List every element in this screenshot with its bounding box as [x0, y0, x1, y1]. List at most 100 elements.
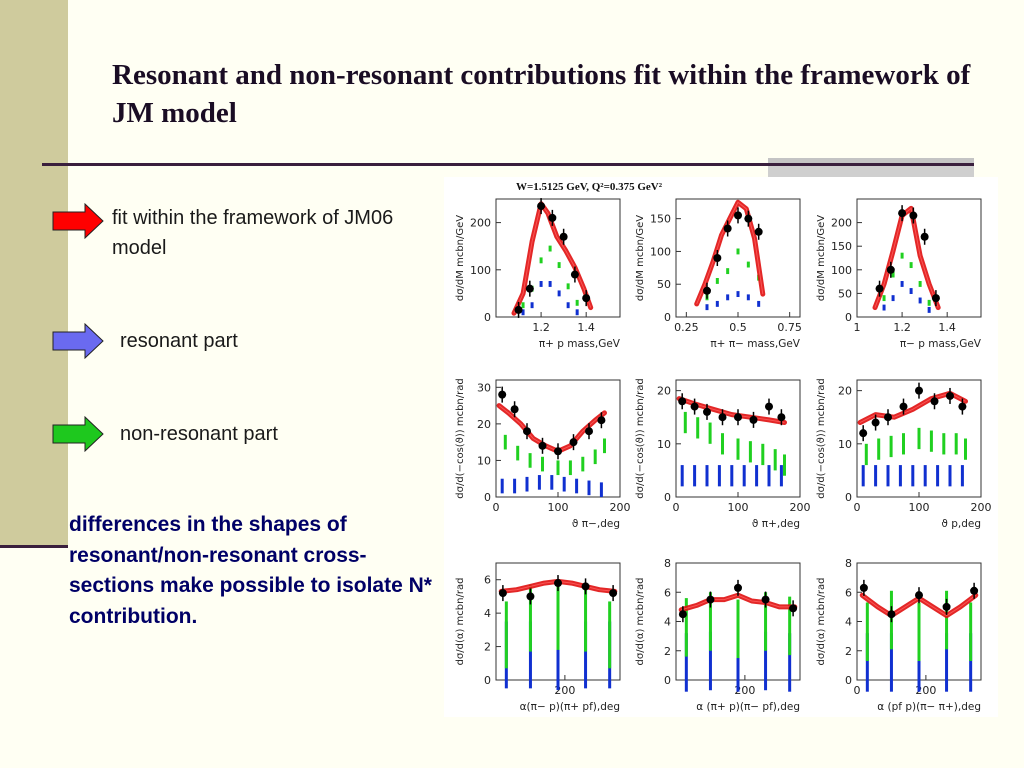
data-point	[777, 413, 786, 422]
y-tick-label: 0	[845, 674, 852, 687]
panel-frame	[495, 198, 621, 318]
data-point	[946, 391, 954, 400]
data-point	[899, 402, 908, 411]
x-axis-label: α (π+ p)(π− pf),deg	[696, 701, 800, 713]
figure-header: W=1.5125 GeV, Q²=0.375 GeV²	[516, 181, 663, 193]
nonresonant-marker	[528, 453, 532, 468]
x-axis-label: α (pf p)(π− π+),deg	[877, 701, 981, 713]
y-tick-label: 30	[477, 381, 491, 394]
resonant-marker	[726, 294, 730, 301]
resonant-marker	[969, 633, 973, 692]
y-axis-label: dσ/d(α) mcbn/rad	[455, 578, 466, 666]
resonant-marker	[556, 623, 560, 691]
resonant-marker	[891, 295, 895, 302]
data-point	[526, 592, 535, 601]
resonant-marker	[917, 633, 921, 692]
resonant-marker	[575, 309, 579, 316]
nonresonant-marker	[864, 443, 868, 466]
data-point	[678, 397, 687, 406]
fit-curve	[872, 205, 941, 311]
nonresonant-marker	[557, 262, 561, 269]
y-tick-label: 200	[470, 217, 491, 230]
nonresonant-marker	[603, 438, 606, 454]
resonant-marker	[927, 306, 931, 313]
resonant-marker	[599, 482, 603, 497]
resonant-marker	[755, 465, 759, 487]
y-tick-label: 4	[484, 607, 491, 620]
resonant-marker	[936, 465, 940, 487]
data-point	[537, 202, 546, 211]
resonant-marker	[909, 288, 913, 294]
x-tick-label: 100	[909, 501, 930, 514]
y-tick-label: 8	[845, 557, 852, 570]
nonresonant-marker	[608, 601, 612, 669]
data-point	[678, 610, 687, 619]
data-point	[525, 284, 534, 293]
y-tick-label: 6	[664, 586, 671, 599]
nonresonant-marker	[929, 430, 933, 452]
data-point	[915, 591, 923, 600]
resonant-marker	[788, 633, 792, 692]
divider-shade-upper	[768, 158, 974, 163]
x-tick-label: 200	[790, 501, 811, 514]
resonant-marker	[736, 633, 740, 692]
fit-curve-inner	[874, 207, 939, 308]
resonant-marker	[717, 465, 721, 487]
resonant-marker	[525, 476, 529, 492]
nonresonant-marker	[539, 257, 543, 264]
data-point	[931, 294, 940, 303]
data-point	[723, 224, 732, 233]
nonresonant-marker	[726, 268, 730, 275]
nonresonant-marker	[521, 302, 525, 309]
y-tick-label: 20	[477, 418, 491, 431]
y-tick-label: 6	[484, 574, 491, 587]
data-point	[597, 416, 606, 425]
y-tick-label: 200	[831, 217, 852, 230]
nonresonant-marker	[568, 460, 572, 476]
y-tick-label: 50	[657, 278, 671, 291]
data-point	[734, 583, 742, 592]
resonant-marker	[693, 465, 697, 487]
x-tick-label: 0	[673, 501, 680, 514]
nonresonant-marker	[696, 417, 700, 439]
resonant-marker	[861, 465, 865, 487]
x-tick-label: 0.75	[777, 321, 802, 334]
x-tick-label: 0.5	[729, 321, 747, 334]
nonresonant-marker	[575, 299, 579, 306]
resonant-marker	[548, 281, 552, 287]
data-point	[765, 402, 773, 411]
nonresonant-marker	[761, 443, 765, 466]
data-point	[554, 579, 562, 588]
resonant-marker	[730, 465, 734, 487]
resonant-marker	[900, 281, 904, 287]
nonresonant-marker	[556, 583, 560, 650]
panel-2: 0 50 100 150 0.25 0.5 0.75 π+ π− mass,GeV dσ/dM …	[635, 198, 802, 350]
data-point	[548, 213, 557, 222]
x-axis-label: α(π− p)(π+ pf),deg	[520, 701, 620, 713]
data-point	[559, 232, 568, 241]
nonresonant-marker	[877, 438, 881, 460]
nonresonant-marker	[736, 438, 740, 460]
resonant-marker	[539, 281, 543, 287]
nonresonant-marker	[942, 433, 946, 455]
data-point	[875, 284, 884, 293]
page-title: Resonant and non-resonant contributions …	[112, 59, 971, 129]
nonresonant-marker	[788, 596, 792, 656]
data-point	[538, 441, 547, 450]
bullet-fit-label: fit within the framework of JM06 model	[112, 207, 394, 259]
y-axis-label: dσ/d(−cos(ϑ)) mcbn/rad	[455, 378, 466, 498]
x-axis-label: π+ p mass,GeV	[539, 338, 621, 350]
x-tick-label: 1.2	[893, 321, 911, 334]
data-point	[884, 413, 892, 422]
nonresonant-marker	[746, 261, 750, 268]
x-tick-label: 200	[610, 501, 631, 514]
nonresonant-marker	[708, 422, 712, 444]
nonresonant-marker	[528, 584, 532, 652]
data-point	[909, 211, 918, 220]
x-axis-label: ϑ p,deg	[941, 518, 981, 530]
fit-curve-inner	[696, 201, 764, 305]
y-tick-label: 150	[650, 213, 671, 226]
data-point	[554, 447, 562, 456]
data-point	[690, 402, 699, 411]
